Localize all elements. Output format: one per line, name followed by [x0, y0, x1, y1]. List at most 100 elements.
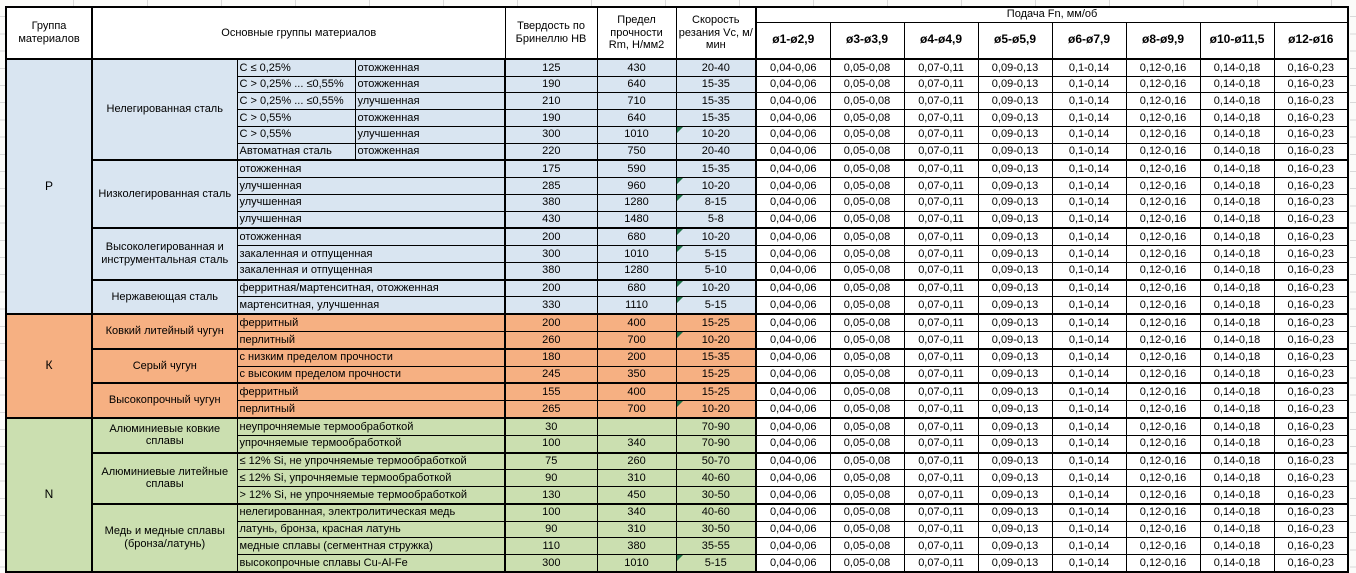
hardness-cell[interactable]: 100 — [504, 502, 598, 522]
feed-value-cell[interactable]: 0,09-0,13 — [977, 125, 1053, 144]
material-subgroup-cell[interactable]: Ковкий литейный чугун — [91, 313, 238, 350]
condition-cell[interactable]: Автоматная сталь — [236, 142, 356, 161]
feed-value-cell[interactable]: 0,14-0,18 — [1199, 486, 1275, 505]
hardness-cell[interactable]: 190 — [504, 75, 598, 94]
feed-value-cell[interactable]: 0,1-0,14 — [1051, 520, 1127, 539]
cutting-speed-cell[interactable]: 15-35 — [675, 75, 758, 94]
feed-value-cell[interactable]: 0,05-0,08 — [829, 347, 905, 367]
feed-value-cell[interactable]: 0,16-0,23 — [1273, 261, 1349, 281]
hardness-cell[interactable]: 30 — [504, 416, 598, 436]
feed-value-cell[interactable]: 0,09-0,13 — [977, 210, 1053, 229]
feed-value-cell[interactable]: 0,14-0,18 — [1199, 400, 1275, 419]
feed-value-cell[interactable]: 0,04-0,06 — [755, 330, 831, 350]
feed-value-cell[interactable]: 0,1-0,14 — [1051, 177, 1127, 195]
feed-value-cell[interactable]: 0,16-0,23 — [1273, 177, 1349, 195]
strength-cell[interactable]: 1280 — [596, 261, 677, 281]
feed-value-cell[interactable]: 0,04-0,06 — [755, 57, 831, 77]
treatment-cell[interactable]: отожженная — [354, 57, 507, 77]
feed-value-cell[interactable]: 0,16-0,23 — [1273, 193, 1349, 212]
feed-value-cell[interactable]: 0,05-0,08 — [829, 416, 905, 436]
feed-value-cell[interactable]: 0,05-0,08 — [829, 109, 905, 127]
feed-value-cell[interactable]: 0,14-0,18 — [1199, 537, 1275, 556]
strength-cell[interactable]: 400 — [596, 313, 677, 332]
feed-value-cell[interactable]: 0,1-0,14 — [1051, 502, 1127, 522]
feed-value-cell[interactable]: 0,16-0,23 — [1273, 227, 1349, 247]
feed-value-cell[interactable]: 0,07-0,11 — [903, 502, 979, 522]
hardness-cell[interactable]: 155 — [504, 382, 598, 402]
feed-value-cell[interactable]: 0,14-0,18 — [1199, 347, 1275, 367]
feed-value-cell[interactable]: 0,05-0,08 — [829, 554, 905, 573]
feed-value-cell[interactable]: 0,14-0,18 — [1199, 261, 1275, 281]
feed-value-cell[interactable]: 0,09-0,13 — [977, 75, 1053, 94]
description-cell[interactable]: с низким пределом прочности — [236, 347, 507, 367]
strength-cell[interactable]: 1480 — [596, 210, 677, 229]
material-subgroup-cell[interactable]: Алюминиевые литейные сплавы — [91, 451, 238, 505]
feed-value-cell[interactable]: 0,16-0,23 — [1273, 416, 1349, 436]
feed-value-cell[interactable]: 0,04-0,06 — [755, 537, 831, 556]
strength-cell[interactable]: 750 — [596, 142, 677, 161]
feed-value-cell[interactable]: 0,04-0,06 — [755, 125, 831, 144]
feed-value-cell[interactable]: 0,12-0,16 — [1125, 451, 1201, 471]
strength-cell[interactable]: 340 — [596, 502, 677, 522]
feed-value-cell[interactable]: 0,04-0,06 — [755, 75, 831, 94]
feed-value-cell[interactable]: 0,09-0,13 — [977, 554, 1053, 573]
cutting-speed-cell[interactable]: 35-55 — [675, 537, 758, 556]
feed-value-cell[interactable]: 0,05-0,08 — [829, 537, 905, 556]
feed-value-cell[interactable]: 0,16-0,23 — [1273, 347, 1349, 367]
cutting-speed-cell[interactable]: 10-20 — [675, 125, 758, 144]
material-group-code-cell[interactable]: N — [5, 416, 93, 573]
feed-value-cell[interactable]: 0,07-0,11 — [903, 57, 979, 77]
feed-value-cell[interactable]: 0,1-0,14 — [1051, 245, 1127, 263]
cutting-speed-cell[interactable]: 15-25 — [675, 382, 758, 402]
cutting-speed-cell[interactable]: 5-8 — [675, 210, 758, 229]
hardness-cell[interactable]: 300 — [504, 554, 598, 573]
feed-value-cell[interactable]: 0,12-0,16 — [1125, 486, 1201, 505]
cutting-speed-cell[interactable]: 5-15 — [675, 296, 758, 315]
strength-cell[interactable]: 680 — [596, 227, 677, 247]
feed-value-cell[interactable]: 0,12-0,16 — [1125, 177, 1201, 195]
feed-value-cell[interactable]: 0,1-0,14 — [1051, 261, 1127, 281]
feed-value-cell[interactable]: 0,12-0,16 — [1125, 537, 1201, 556]
condition-cell[interactable]: С > 0,55% — [236, 125, 356, 144]
feed-value-cell[interactable]: 0,04-0,06 — [755, 261, 831, 281]
feed-value-cell[interactable]: 0,1-0,14 — [1051, 330, 1127, 350]
treatment-cell[interactable]: отожженная — [354, 75, 507, 94]
feed-value-cell[interactable]: 0,1-0,14 — [1051, 92, 1127, 111]
feed-value-cell[interactable]: 0,16-0,23 — [1273, 142, 1349, 161]
feed-value-cell[interactable]: 0,09-0,13 — [977, 57, 1053, 77]
material-subgroup-cell[interactable]: Высокопрочный чугун — [91, 382, 238, 419]
feed-value-cell[interactable]: 0,14-0,18 — [1199, 227, 1275, 247]
description-cell[interactable]: улучшенная — [236, 193, 507, 212]
feed-value-cell[interactable]: 0,14-0,18 — [1199, 278, 1275, 298]
header-main-groups[interactable]: Основные группы материалов — [91, 6, 506, 60]
cutting-speed-cell[interactable]: 10-20 — [675, 227, 758, 247]
feed-value-cell[interactable]: 0,09-0,13 — [977, 142, 1053, 161]
hardness-cell[interactable]: 220 — [504, 142, 598, 161]
feed-value-cell[interactable]: 0,09-0,13 — [977, 347, 1053, 367]
strength-cell[interactable]: 1280 — [596, 193, 677, 212]
description-cell[interactable]: с высоким пределом прочности — [236, 365, 507, 384]
feed-value-cell[interactable]: 0,09-0,13 — [977, 469, 1053, 488]
description-cell[interactable]: закаленная и отпущенная — [236, 261, 507, 281]
strength-cell[interactable]: 640 — [596, 75, 677, 94]
feed-value-cell[interactable]: 0,05-0,08 — [829, 313, 905, 332]
feed-value-cell[interactable]: 0,12-0,16 — [1125, 57, 1201, 77]
strength-cell[interactable]: 1110 — [596, 296, 677, 315]
feed-value-cell[interactable]: 0,05-0,08 — [829, 57, 905, 77]
feed-value-cell[interactable]: 0,05-0,08 — [829, 451, 905, 471]
feed-value-cell[interactable]: 0,05-0,08 — [829, 261, 905, 281]
feed-value-cell[interactable]: 0,1-0,14 — [1051, 554, 1127, 573]
feed-value-cell[interactable]: 0,12-0,16 — [1125, 92, 1201, 111]
hardness-cell[interactable]: 260 — [504, 330, 598, 350]
feed-value-cell[interactable]: 0,04-0,06 — [755, 313, 831, 332]
feed-value-cell[interactable]: 0,07-0,11 — [903, 92, 979, 111]
feed-value-cell[interactable]: 0,04-0,06 — [755, 416, 831, 436]
description-cell[interactable]: ≤ 12% Si, не упрочняемые термообработкой — [236, 451, 507, 471]
feed-value-cell[interactable]: 0,04-0,06 — [755, 210, 831, 229]
feed-value-cell[interactable]: 0,14-0,18 — [1199, 434, 1275, 454]
material-subgroup-cell[interactable]: Низколегированная сталь — [91, 159, 238, 229]
feed-value-cell[interactable]: 0,12-0,16 — [1125, 245, 1201, 263]
strength-cell[interactable]: 700 — [596, 400, 677, 419]
feed-value-cell[interactable]: 0,07-0,11 — [903, 537, 979, 556]
feed-value-cell[interactable]: 0,1-0,14 — [1051, 210, 1127, 229]
